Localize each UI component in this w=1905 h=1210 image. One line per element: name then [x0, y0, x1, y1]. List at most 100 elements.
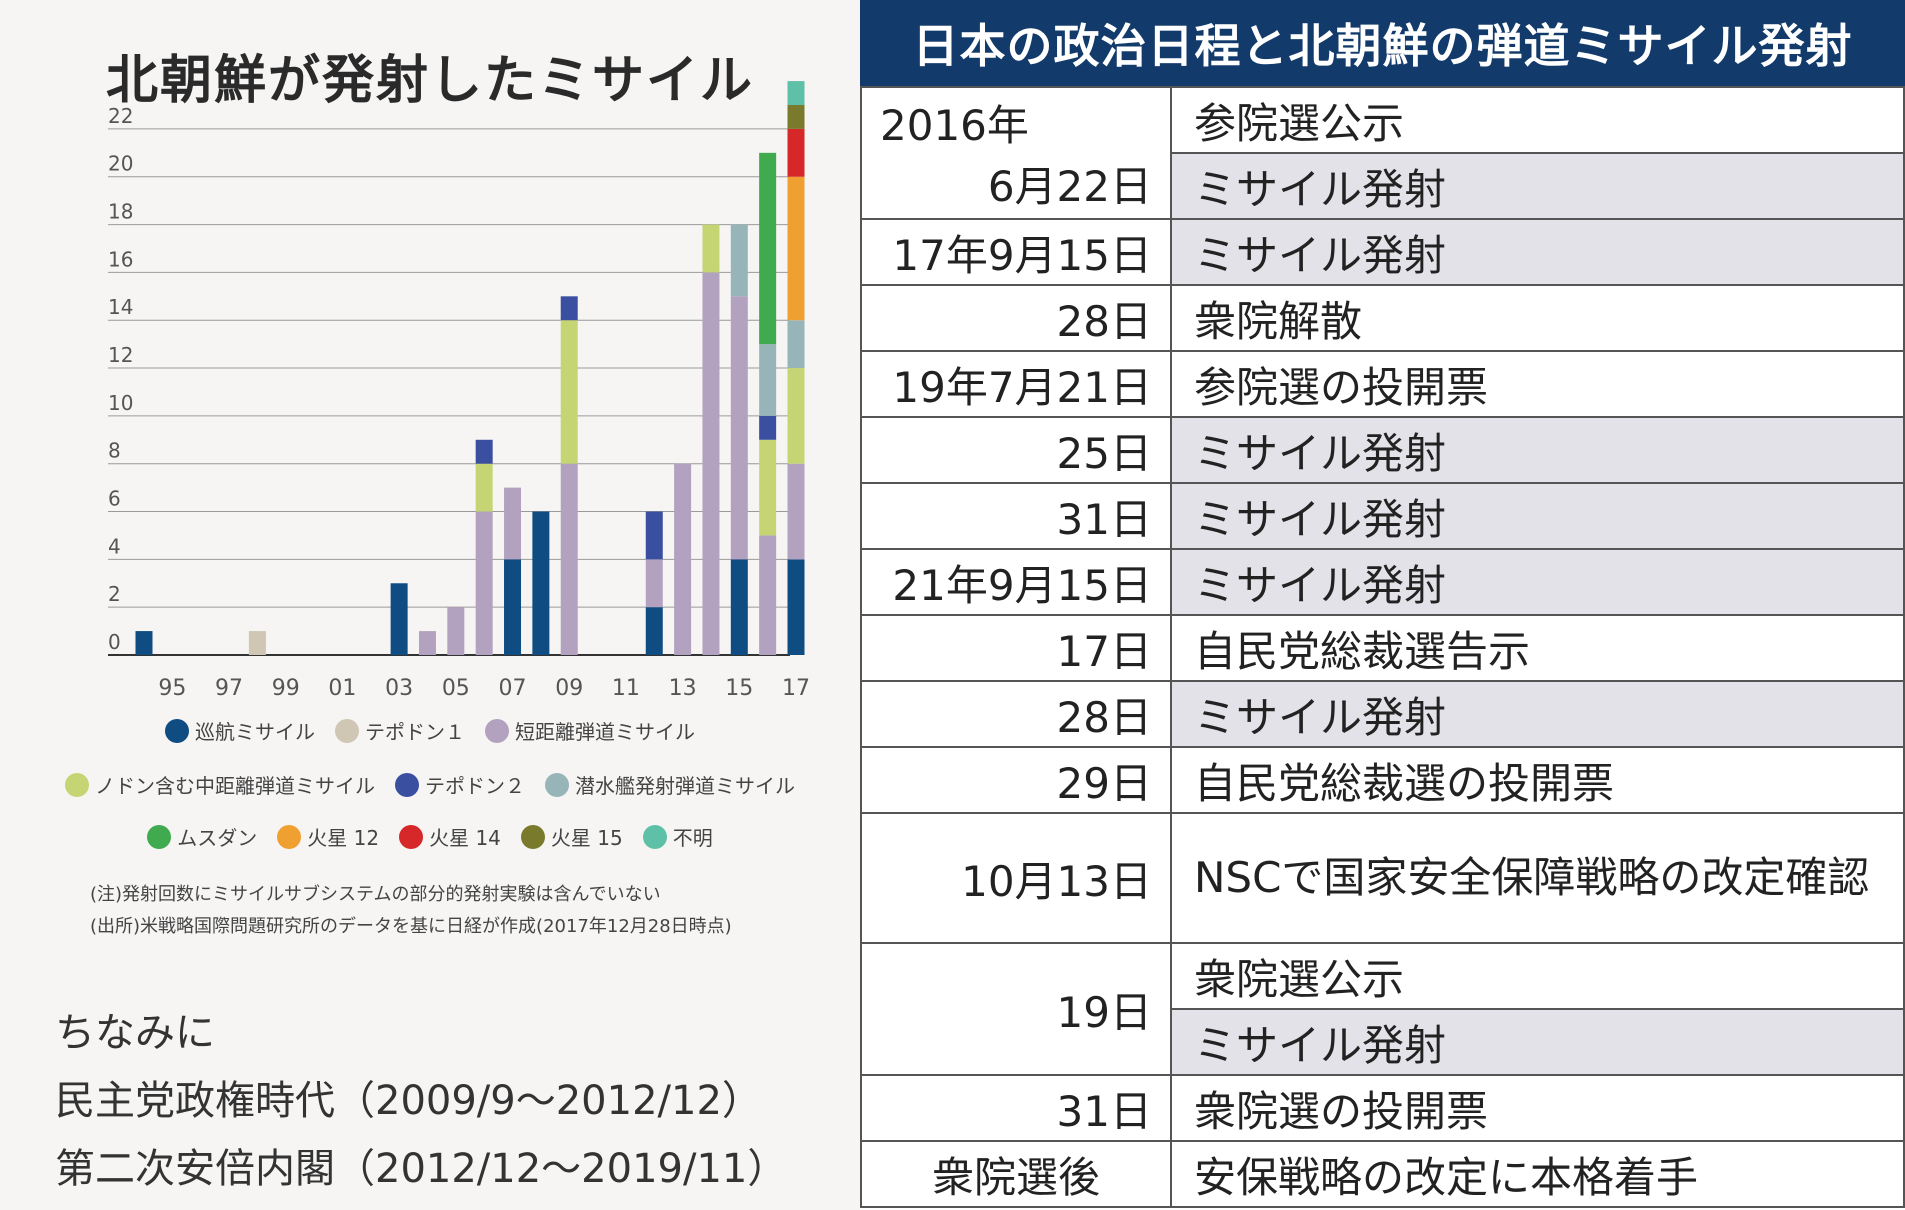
table-row: 19年7月21日 参院選の投開票 — [860, 350, 1905, 418]
table-row: 28日 ミサイル発射 — [860, 680, 1905, 748]
bar-segment — [730, 224, 748, 297]
legend-item: 火星 15 — [520, 822, 623, 851]
bar-segment — [418, 631, 436, 655]
legend-swatch — [277, 824, 302, 849]
bottom-text-line: ちなみに — [55, 1010, 215, 1056]
bar-segment — [504, 487, 522, 560]
table-row: 17年9月15日 ミサイル発射 — [860, 218, 1905, 286]
bar-segment — [787, 463, 805, 560]
bar-segment — [787, 176, 805, 321]
table-header: 日本の政治日程と北朝鮮の弾道ミサイル発射 — [860, 0, 1905, 86]
event-cell: 参院選公示 — [1170, 86, 1905, 154]
date-year: 2016年 — [880, 101, 1029, 150]
legend-swatch — [642, 824, 667, 849]
bar-segment — [759, 344, 777, 416]
bar-segment — [560, 463, 578, 655]
date-cell: 17年9月15日 — [860, 218, 1172, 286]
legend-label: ノドン含む中距離弾道ミサイル — [95, 774, 375, 798]
date-cell: 19年7月21日 — [860, 350, 1172, 418]
y-tick-label: 2 — [108, 582, 121, 606]
date-cell: 31日 — [860, 1074, 1172, 1142]
event-cell: 安保戦略の改定に本格着手 — [1170, 1140, 1905, 1208]
event-cell: ミサイル発射 — [1170, 680, 1905, 748]
bar-segment — [560, 296, 578, 321]
legend-row-1: 巡航ミサイル テポドン１ 短距離弾道ミサイル — [0, 716, 860, 745]
bar-segment — [759, 535, 777, 655]
table-row: ミサイル発射 — [861, 152, 1905, 220]
x-tick-label: 99 — [272, 676, 300, 701]
bar-segment — [702, 272, 720, 655]
legend-label: 火星 12 — [307, 826, 380, 850]
event-cell: 衆院選の投開票 — [1170, 1074, 1905, 1142]
legend-swatch — [395, 772, 419, 797]
event-cell: 自民党総裁選告示 — [1170, 614, 1905, 682]
chart-note: (注)発射回数にミサイルサブシステムの部分的発射実験は含んでいない — [90, 884, 661, 905]
y-tick-label: 14 — [108, 295, 133, 319]
legend-swatch — [399, 824, 424, 849]
bar-segment — [560, 320, 578, 464]
legend-item: 不明 — [642, 822, 713, 851]
schedule-table: 2016年 6月22日 参院選公示 ミサイル発射 17年9月15日 ミサイル発射… — [860, 86, 1905, 1208]
date-cell: 28日 — [860, 284, 1172, 352]
bottom-text-line: 民主党政権時代（2009/9〜2012/12） — [55, 1078, 762, 1124]
legend-row-3: ムスダン 火星 12 火星 14 火星 15 不明 — [0, 822, 860, 851]
table-row: 29日 自民党総裁選の投開票 — [860, 746, 1905, 814]
bar-segment — [787, 368, 805, 464]
legend-swatch — [545, 772, 569, 797]
bar-segment — [504, 559, 522, 655]
event-cell: ミサイル発射 — [1170, 548, 1905, 616]
bar-segment — [645, 559, 663, 608]
date-cell: 10月13日 — [860, 812, 1172, 944]
legend-item: ノドン含む中距離弾道ミサイル — [65, 770, 375, 799]
bar-segment — [532, 511, 550, 655]
bar-segment — [645, 607, 663, 655]
x-tick-label: 97 — [215, 676, 243, 701]
table-row: 19日 衆院選公示 — [860, 942, 1905, 1076]
event-cell: 自民党総裁選の投開票 — [1170, 746, 1905, 814]
legend-swatch — [485, 718, 509, 743]
bar-segment — [390, 583, 408, 655]
date-cell: 19日 — [860, 942, 1172, 1076]
bar-segment — [787, 559, 805, 655]
table-row: 25日 ミサイル発射 — [860, 416, 1905, 484]
x-tick-label: 03 — [385, 676, 413, 701]
event-cell: NSCで国家安全保障戦略の改定確認 — [1170, 812, 1905, 944]
legend-item: ムスダン — [147, 822, 257, 851]
x-tick-label: 95 — [158, 676, 186, 701]
event-cell: ミサイル発射 — [1170, 416, 1905, 484]
bar-segment — [787, 320, 805, 369]
legend-label: 火星 14 — [429, 826, 501, 850]
bar-segment — [730, 559, 748, 655]
chart-title: 北朝鮮が発射したミサイル — [105, 51, 754, 111]
legend-label: 火星 15 — [550, 826, 623, 850]
legend-label: テポドン２ — [425, 774, 525, 798]
y-tick-label: 10 — [108, 391, 133, 415]
x-tick-label: 05 — [442, 676, 470, 701]
bar-segment — [759, 152, 777, 345]
table-row: 2016年 6月22日 参院選公示 — [860, 86, 1905, 220]
bottom-text-line: 第二次安倍内閣（2012/12〜2019/11） — [55, 1146, 788, 1192]
bar-segment — [645, 511, 663, 560]
schedule-panel: 日本の政治日程と北朝鮮の弾道ミサイル発射 2016年 6月22日 参院選公示 ミ… — [860, 0, 1905, 1210]
date-cell: 25日 — [860, 416, 1172, 484]
table-row: 17日 自民党総裁選告示 — [860, 614, 1905, 682]
bar-segment — [787, 105, 805, 129]
bar-segment — [475, 511, 493, 655]
date-cell: 31日 — [860, 482, 1172, 550]
legend-item: 火星 12 — [277, 822, 379, 851]
bar-segment — [475, 439, 493, 464]
table-row: ミサイル発射 — [861, 1008, 1905, 1076]
table-row: 21年9月15日 ミサイル発射 — [860, 548, 1905, 616]
legend-swatch — [520, 824, 545, 849]
legend-item: テポドン１ — [335, 716, 465, 745]
chart-source: (出所)米戦略国際問題研究所のデータを基に日経が作成(2017年12月28日時点… — [90, 916, 732, 937]
y-tick-label: 20 — [108, 152, 133, 176]
legend-label: ムスダン — [177, 826, 258, 850]
table-row: 10月13日 NSCで国家安全保障戦略の改定確認 — [860, 812, 1905, 944]
table-row: 31日 ミサイル発射 — [860, 482, 1905, 550]
bar-segment — [248, 631, 266, 655]
bar-segment — [702, 224, 720, 273]
x-tick-label: 13 — [669, 676, 697, 701]
x-tick-label: 11 — [612, 676, 640, 701]
bar-segment — [759, 415, 777, 440]
